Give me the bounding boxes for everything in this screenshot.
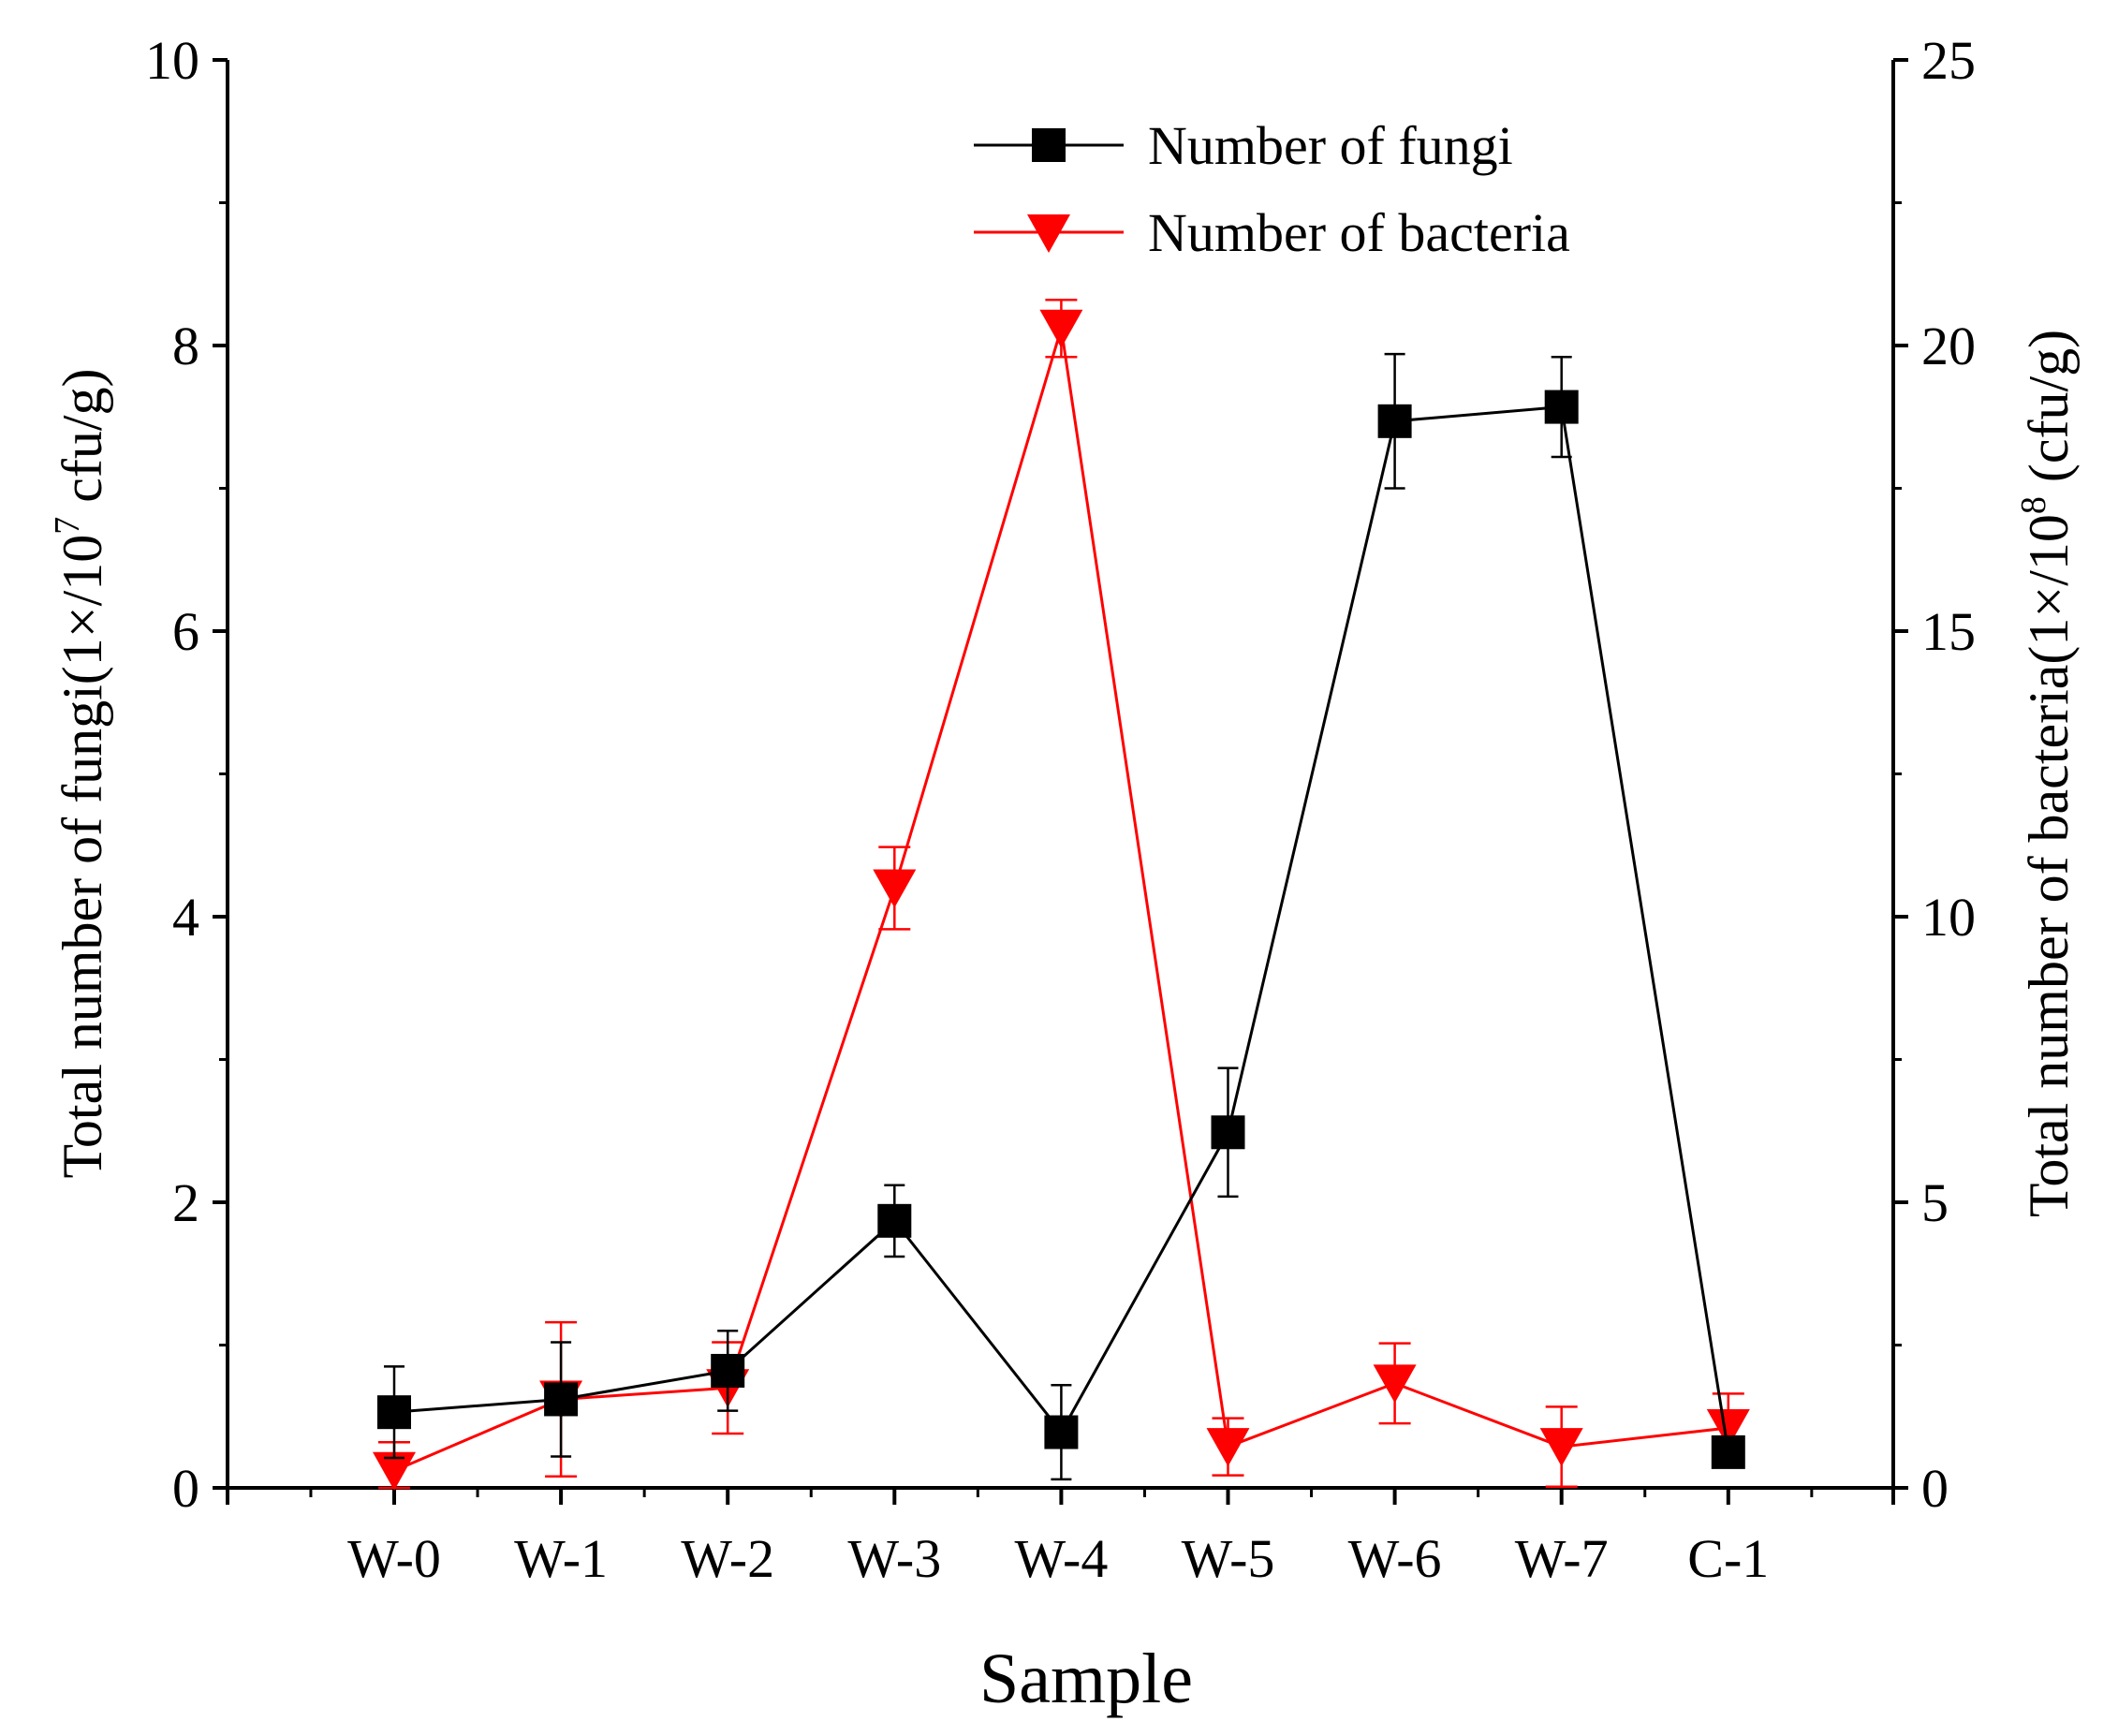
right-tick-label: 15 (1921, 601, 1976, 662)
x-tick-label: W-5 (1182, 1528, 1275, 1589)
data-point-fungi (1211, 1115, 1245, 1150)
x-tick-label: W-6 (1348, 1528, 1442, 1589)
plot-frame (226, 60, 1895, 1490)
x-tick-label: W-2 (681, 1528, 774, 1589)
y-axis-title-left: Total number of fungi(1×/107 cfu/g) (48, 368, 113, 1178)
right-tick-label: 5 (1921, 1172, 1949, 1233)
legend-marker-fungi (1032, 128, 1066, 162)
left-tick-label: 0 (172, 1458, 199, 1519)
left-tick-label: 8 (172, 316, 199, 376)
left-tick-label: 2 (172, 1172, 199, 1233)
right-tick-label: 10 (1921, 887, 1976, 948)
data-point-bacteria (373, 1451, 416, 1491)
left-tick-label: 10 (145, 30, 199, 91)
legend-item-bacteria: Number of bacteria (974, 202, 1570, 263)
legend: Number of fungi Number of bacteria (974, 115, 1570, 263)
x-tick-label: C-1 (1687, 1528, 1769, 1589)
legend-label-fungi: Number of fungi (1148, 115, 1513, 176)
data-point-bacteria (1206, 1428, 1250, 1467)
x-tick-label: W-7 (1515, 1528, 1609, 1589)
series-line-fungi (393, 405, 1730, 1453)
right-tick-label: 0 (1921, 1458, 1949, 1519)
legend-item-fungi: Number of fungi (974, 115, 1513, 176)
data-point-bacteria (873, 869, 917, 908)
data-point-fungi (711, 1353, 745, 1388)
series-bacteria (373, 298, 1750, 1491)
data-point-fungi (1544, 390, 1579, 424)
x-tick-label: W-0 (347, 1528, 441, 1589)
series-fungi (377, 352, 1745, 1481)
left-tick-label: 6 (172, 601, 199, 662)
data-point-bacteria (1706, 1408, 1750, 1448)
x-axis-title: Sample (979, 1640, 1193, 1718)
data-point-fungi (1044, 1415, 1079, 1449)
data-point-bacteria (1039, 309, 1083, 348)
data-point-fungi (877, 1203, 912, 1238)
x-tick-label: W-4 (1014, 1528, 1108, 1589)
y-axis-title-right-exponent: 8 (2014, 496, 2053, 514)
data-point-bacteria (1373, 1364, 1417, 1404)
data-point-bacteria (1539, 1428, 1583, 1467)
data-point-fungi (544, 1382, 579, 1417)
legend-marker-bacteria (1027, 214, 1070, 253)
series-layer (373, 298, 1750, 1491)
y-axis-title-right: Total number of bacteria(1×/108 (cfu/g) (2014, 330, 2080, 1217)
x-tick-label: W-1 (514, 1528, 608, 1589)
y-axis-title-left-exponent: 7 (48, 517, 87, 535)
legend-label-bacteria: Number of bacteria (1148, 202, 1570, 263)
left-tick-label: 4 (172, 887, 199, 948)
y-axis-title-right-prefix: Total number of bacteria(1×/10 (2018, 514, 2080, 1217)
y-axis-title-right-suffix: (cfu/g) (2018, 330, 2080, 496)
x-tick-label: W-3 (847, 1528, 941, 1589)
series-line-bacteria (393, 328, 1728, 1473)
y-axis-title-left-suffix: cfu/g) (51, 368, 113, 516)
data-point-fungi (1711, 1434, 1745, 1469)
axes-ticks: 0 2 4 6 8 10 0 5 10 15 20 25 W-0 W-1 W-2 W-3 W-4 W-5 W-6 W-… (145, 30, 1976, 1589)
right-tick-label: 25 (1921, 30, 1976, 91)
data-point-fungi (1377, 404, 1412, 438)
right-tick-label: 20 (1921, 316, 1976, 376)
y-axis-title-left-prefix: Total number of fungi(1×/10 (51, 535, 113, 1179)
data-point-fungi (377, 1395, 411, 1430)
